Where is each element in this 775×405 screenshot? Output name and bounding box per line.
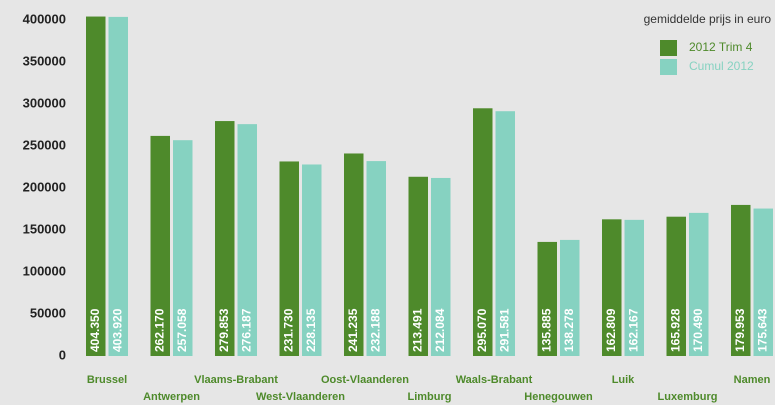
legend-swatch [660,40,677,56]
bar [302,164,322,356]
x-tick-label: Luik [612,374,635,386]
value-label: 162.167 [626,308,640,352]
x-tick-label: Vlaams-Brabant [194,374,278,386]
bar [237,124,257,356]
value-label: 162.809 [604,308,618,352]
value-label: 228.135 [304,308,318,352]
value-label: 165.928 [668,308,682,352]
bar [86,16,106,356]
y-tick-label: 150000 [23,222,66,237]
value-label: 262.170 [152,308,166,352]
bar [624,219,644,356]
value-label: 138.278 [562,308,576,352]
x-tick-label: Waals-Brabant [456,374,533,386]
value-label: 232.188 [368,308,382,352]
x-tick-label: Limburg [408,391,452,403]
value-label: 213.491 [410,308,424,352]
bar [495,111,515,357]
value-label: 170.490 [691,308,705,352]
bar [431,177,451,356]
value-label: 403.920 [110,308,124,352]
value-label: 135.885 [539,308,553,352]
bar [753,208,773,356]
value-label: 241.235 [346,308,360,352]
bar [560,239,580,356]
value-label: 404.350 [88,308,102,352]
value-label: 179.953 [733,308,747,352]
x-tick-label: Oost-Vlaanderen [321,374,409,386]
bar [666,216,686,356]
value-label: 291.581 [497,308,511,352]
legend-swatch [660,59,677,75]
value-label: 257.058 [175,308,189,352]
value-label: 212.084 [433,308,447,352]
bar [366,161,386,356]
y-tick-label: 50000 [30,305,66,320]
bar [279,161,299,356]
bar [537,241,557,356]
bar [150,135,170,356]
x-tick-label: Namen [734,374,771,386]
value-label: 276.187 [239,308,253,352]
bar [408,176,428,356]
legend-label: Cumul 2012 [689,59,754,73]
bar [602,219,622,356]
value-label: 279.853 [217,308,231,352]
value-label: 175.643 [755,308,769,352]
y-tick-label: 350000 [23,54,66,69]
y-tick-label: 250000 [23,138,66,153]
value-label: 295.070 [475,308,489,352]
x-tick-label: Brussel [87,374,127,386]
x-tick-label: Henegouwen [524,391,593,403]
legend-label: 2012 Trim 4 [689,40,753,54]
bar [344,153,364,356]
y-tick-label: 100000 [23,263,66,278]
x-tick-label: Antwerpen [143,391,200,403]
bar [173,140,193,356]
y-tick-label: 200000 [23,180,66,195]
y-tick-label: 300000 [23,96,66,111]
value-label: 231.730 [281,308,295,352]
y-tick-label: 400000 [23,12,66,27]
legend-title: gemiddelde prijs in euro [644,12,772,26]
bar [731,204,751,356]
bar [108,16,128,356]
bar [689,212,709,356]
bar [473,108,493,356]
x-tick-label: West-Vlaanderen [256,391,345,403]
bar [215,121,235,356]
x-tick-label: Luxemburg [658,391,718,403]
y-tick-label: 0 [59,347,66,362]
